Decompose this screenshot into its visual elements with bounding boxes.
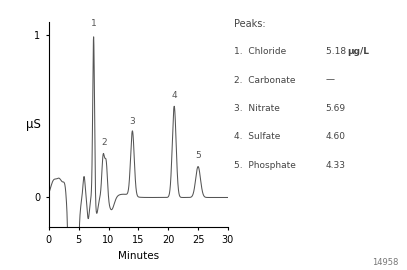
- Text: 5.  Phosphate: 5. Phosphate: [234, 161, 296, 170]
- Text: μg/L: μg/L: [347, 47, 369, 56]
- Text: 5.69: 5.69: [326, 104, 346, 113]
- Text: 5.18: 5.18: [326, 47, 349, 56]
- Text: 4: 4: [171, 91, 177, 100]
- Text: 5: 5: [195, 151, 201, 160]
- Text: 4.60: 4.60: [326, 132, 346, 141]
- Text: 1.  Chloride: 1. Chloride: [234, 47, 286, 56]
- Text: 2.  Carbonate: 2. Carbonate: [234, 76, 295, 85]
- Text: 1: 1: [91, 19, 96, 28]
- Text: —: —: [326, 76, 335, 85]
- Text: 4.  Sulfate: 4. Sulfate: [234, 132, 280, 141]
- Text: 3: 3: [129, 117, 135, 126]
- Text: 3.  Nitrate: 3. Nitrate: [234, 104, 280, 113]
- Text: Peaks:: Peaks:: [234, 19, 266, 29]
- Text: 2: 2: [101, 138, 107, 147]
- Text: 4.33: 4.33: [326, 161, 346, 170]
- X-axis label: Minutes: Minutes: [118, 251, 159, 261]
- Y-axis label: μS: μS: [26, 118, 40, 131]
- Text: 14958: 14958: [372, 258, 399, 267]
